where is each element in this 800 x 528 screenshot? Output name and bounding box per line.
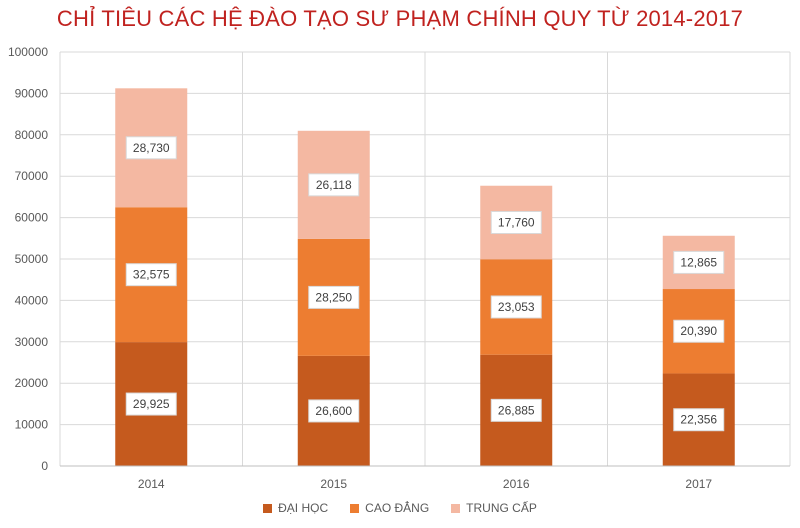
data-label: 26,885 [498,403,535,417]
data-label-box [673,408,725,432]
chart-legend: ĐẠI HỌC CAO ĐẲNG TRUNG CẤP [0,501,800,515]
data-label-box [673,250,725,274]
x-tick-label: 2014 [138,477,165,491]
data-label: 32,575 [133,268,170,282]
y-tick-label: 0 [41,459,48,473]
data-label: 12,865 [680,255,717,269]
data-label: 26,600 [315,404,352,418]
y-tick-label: 80000 [15,128,49,142]
legend-swatch-trung-cap [451,503,461,513]
legend-swatch-dai-hoc [263,503,273,513]
data-label-box [308,285,360,309]
y-tick-label: 60000 [15,211,49,225]
y-tick-label: 10000 [15,418,49,432]
data-label: 23,053 [498,300,535,314]
data-label: 20,390 [680,324,717,338]
data-label: 29,925 [133,397,170,411]
legend-item-dai-hoc: ĐẠI HỌC [263,501,328,515]
data-label-box [673,319,725,343]
legend-item-trung-cap: TRUNG CẤP [451,501,537,515]
y-tick-label: 90000 [15,86,49,100]
legend-label-cao-dang: CAO ĐẲNG [365,501,430,515]
data-label: 28,730 [133,141,170,155]
y-tick-label: 50000 [15,252,49,266]
data-label-box [490,295,542,319]
y-tick-label: 70000 [15,169,49,183]
y-tick-label: 40000 [15,293,49,307]
y-tick-label: 100000 [8,45,48,59]
legend-swatch-cao-dang [350,503,360,513]
data-label-box [125,136,177,160]
data-label: 28,250 [315,290,352,304]
data-label-box [308,399,360,423]
x-tick-label: 2015 [320,477,347,491]
legend-label-dai-hoc: ĐẠI HỌC [278,501,329,515]
data-label: 22,356 [680,413,717,427]
data-label-box [308,173,360,197]
y-tick-label: 20000 [15,376,49,390]
data-label-box [490,398,542,422]
y-tick-label: 30000 [15,335,49,349]
x-tick-label: 2016 [503,477,530,491]
data-label: 26,118 [316,178,352,192]
data-label: 17,760 [498,215,535,229]
data-label-box [125,263,177,287]
data-label-box [490,210,542,234]
chart-title: CHỈ TIÊU CÁC HỆ ĐÀO TẠO SƯ PHẠM CHÍNH QU… [56,6,744,31]
legend-item-cao-dang: CAO ĐẲNG [350,501,429,515]
legend-label-trung-cap: TRUNG CẤP [466,501,537,515]
data-label-box [125,392,177,416]
x-tick-label: 2017 [685,477,712,491]
